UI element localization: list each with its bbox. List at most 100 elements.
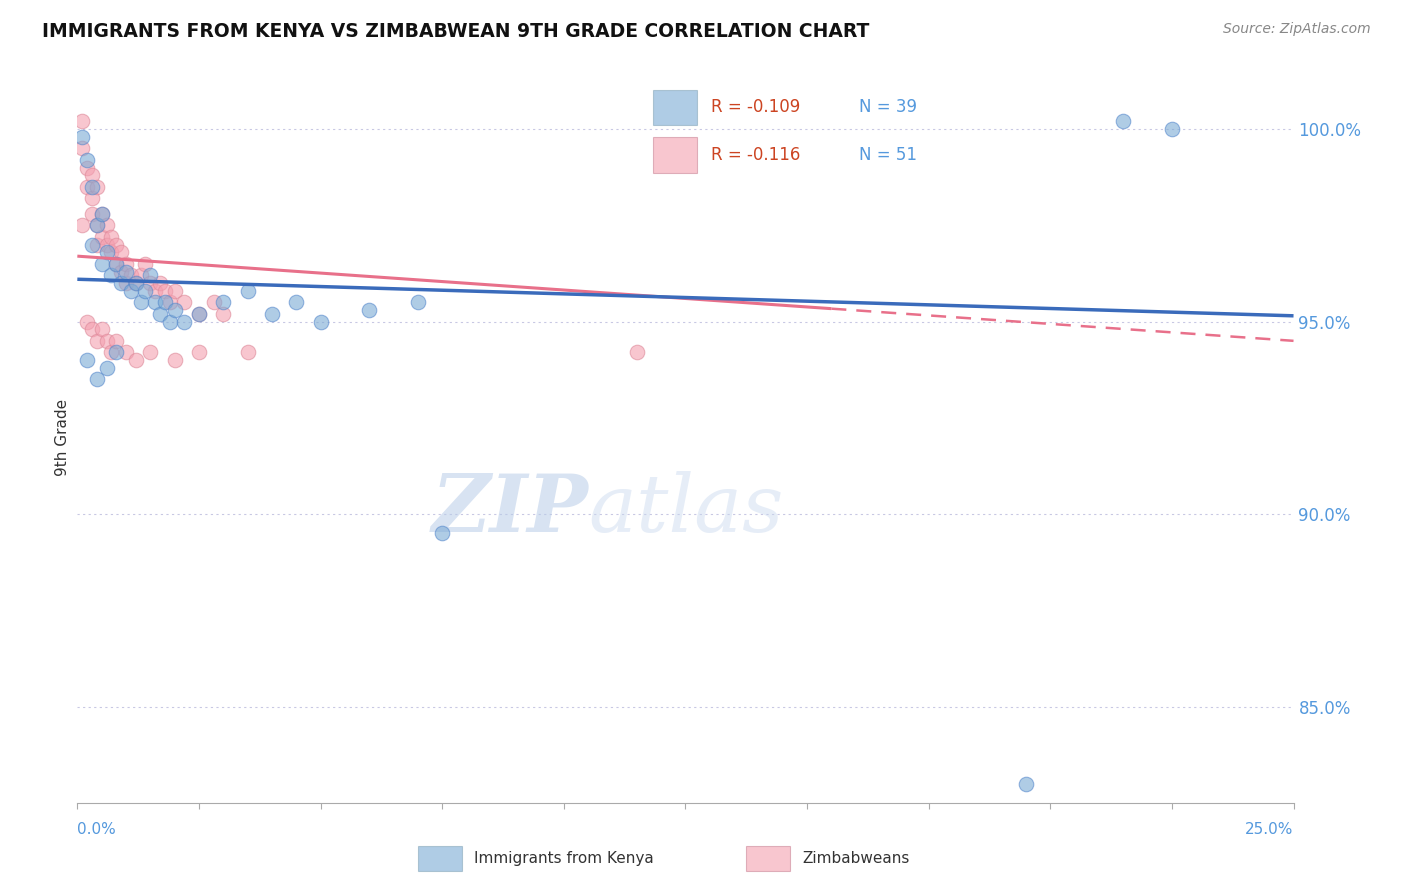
Point [125, 276, 148, 290]
Point [260, 307, 283, 321]
Point [100, 268, 122, 283]
Point [80, 179, 103, 194]
Bar [654, 136, 697, 173]
Point [96, 360, 118, 375]
Text: Zimbabweans: Zimbabweans [801, 851, 910, 866]
Point [134, 257, 156, 271]
Point [105, 257, 128, 271]
Point [212, 307, 235, 321]
Point [163, 284, 186, 298]
Point [626, 345, 648, 359]
Point [285, 295, 308, 310]
Point [76, 353, 98, 368]
Point [1015, 776, 1038, 790]
Point [120, 268, 142, 283]
Point [143, 284, 166, 298]
Point [105, 257, 128, 271]
Point [76, 315, 98, 329]
Point [115, 345, 138, 359]
Point [90, 207, 112, 221]
Point [125, 276, 148, 290]
Point [129, 268, 152, 283]
Point [76, 179, 98, 194]
Point [236, 345, 259, 359]
Text: Immigrants from Kenya: Immigrants from Kenya [474, 851, 654, 866]
Text: Source: ZipAtlas.com: Source: ZipAtlas.com [1223, 22, 1371, 37]
Point [309, 315, 332, 329]
Y-axis label: 9th Grade: 9th Grade [55, 399, 70, 475]
Point [212, 295, 235, 310]
Bar [747, 847, 790, 871]
Point [86, 219, 108, 233]
Point [100, 245, 122, 260]
Point [70, 129, 93, 144]
Point [86, 179, 108, 194]
Point [90, 207, 112, 221]
Point [115, 264, 138, 278]
Point [110, 276, 132, 290]
Point [115, 276, 138, 290]
Point [134, 284, 156, 298]
Point [76, 161, 98, 175]
Point [110, 264, 132, 278]
Point [173, 315, 195, 329]
Point [105, 345, 128, 359]
Point [125, 353, 148, 368]
Point [80, 322, 103, 336]
Text: N = 51: N = 51 [859, 145, 917, 163]
Text: N = 39: N = 39 [859, 98, 917, 117]
Point [70, 141, 93, 155]
Point [90, 257, 112, 271]
Point [70, 114, 93, 128]
Point [80, 237, 103, 252]
Point [110, 245, 132, 260]
Point [80, 207, 103, 221]
Point [120, 284, 142, 298]
Point [80, 191, 103, 205]
Point [86, 334, 108, 348]
Point [100, 230, 122, 244]
Point [159, 315, 181, 329]
Bar [419, 847, 461, 871]
Point [96, 245, 118, 260]
Point [149, 307, 172, 321]
Point [139, 345, 162, 359]
Point [1161, 122, 1184, 136]
Point [143, 295, 166, 310]
Point [188, 307, 211, 321]
Point [163, 303, 186, 318]
Point [149, 276, 172, 290]
Point [163, 353, 186, 368]
Point [139, 268, 162, 283]
Point [188, 307, 211, 321]
Point [105, 334, 128, 348]
Point [86, 219, 108, 233]
Point [86, 237, 108, 252]
Point [96, 219, 118, 233]
Point [139, 276, 162, 290]
Point [115, 257, 138, 271]
Point [188, 345, 211, 359]
Point [153, 284, 176, 298]
Point [90, 230, 112, 244]
Point [105, 237, 128, 252]
Point [1112, 114, 1135, 128]
Point [430, 526, 453, 541]
Point [96, 237, 118, 252]
Point [70, 219, 93, 233]
Point [173, 295, 195, 310]
Text: 25.0%: 25.0% [1246, 822, 1294, 837]
Text: R = -0.116: R = -0.116 [710, 145, 800, 163]
Point [86, 372, 108, 386]
Point [202, 295, 225, 310]
Text: atlas: atlas [588, 472, 783, 549]
Point [359, 303, 381, 318]
Point [100, 345, 122, 359]
Point [236, 284, 259, 298]
Point [90, 322, 112, 336]
Point [96, 334, 118, 348]
Text: ZIP: ZIP [432, 472, 588, 549]
Point [153, 295, 176, 310]
Point [159, 295, 181, 310]
Bar [654, 89, 697, 126]
